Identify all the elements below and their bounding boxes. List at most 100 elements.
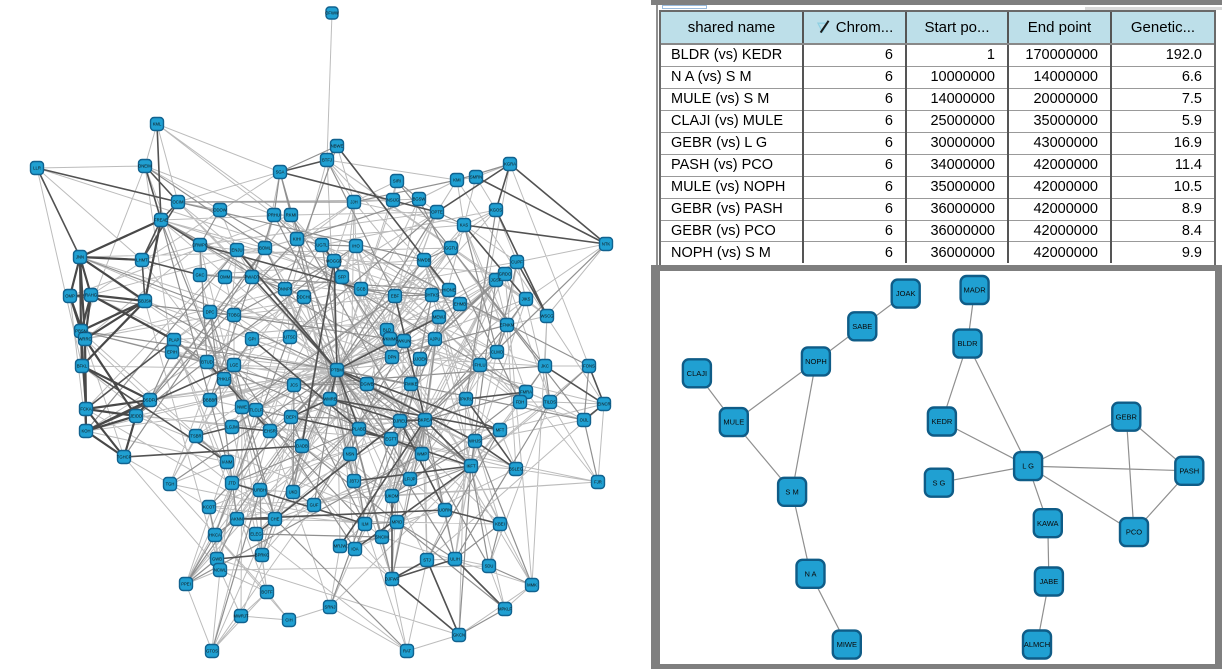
svg-text:KIHI: KIHI (293, 237, 301, 242)
svg-text:ODCHC: ODCHC (296, 295, 311, 300)
svg-text:OJREU: OJREU (393, 419, 407, 424)
svg-text:WSCG: WSCG (540, 314, 553, 319)
svg-text:MULE: MULE (723, 418, 744, 427)
svg-text:PBSN: PBSN (75, 329, 86, 334)
svg-text:GGTU: GGTU (445, 246, 457, 251)
svg-text:ODOW: ODOW (213, 208, 227, 213)
svg-text:JNN: JNN (76, 255, 84, 260)
svg-text:GEBR: GEBR (1116, 412, 1138, 421)
svg-text:WKMMC: WKMMC (382, 337, 399, 342)
svg-text:OMP: OMP (65, 294, 75, 299)
svg-text:CLAJI: CLAJI (687, 369, 707, 378)
svg-text:ALMCH: ALMCH (1024, 640, 1050, 649)
svg-text:KMI: KMI (453, 178, 460, 183)
svg-text:WMRB: WMRB (323, 397, 336, 402)
svg-text:NWE: NWE (237, 405, 247, 410)
svg-text:KAS: KAS (460, 223, 469, 228)
svg-text:JOAK: JOAK (896, 289, 916, 298)
svg-text:FREAE: FREAE (154, 218, 168, 223)
svg-text:BOML: BOML (259, 246, 272, 251)
svg-text:DPC: DPC (206, 310, 215, 315)
svg-text:JIKS: JIKS (522, 297, 531, 302)
svg-text:TSBR: TSBR (190, 434, 201, 439)
svg-text:N A: N A (804, 569, 816, 578)
svg-text:CHE: CHE (271, 517, 280, 522)
svg-text:TLCLF: TLCLF (250, 408, 263, 413)
svg-text:PHKLF: PHKLF (217, 377, 231, 382)
svg-text:NBWE: NBWE (331, 144, 344, 149)
svg-text:EBF: EBF (391, 294, 400, 299)
svg-text:URBH: URBH (254, 488, 266, 493)
svg-text:TILDS: TILDS (544, 400, 556, 405)
svg-text:FDH: FDH (516, 400, 525, 405)
svg-text:UGTL: UGTL (316, 243, 328, 248)
svg-text:FCKA: FCKA (80, 407, 91, 412)
svg-text:JPKRU: JPKRU (459, 397, 473, 402)
svg-text:WRRC: WRRC (78, 337, 91, 342)
svg-text:KGRA: KGRA (504, 162, 516, 167)
svg-text:FMIKE: FMIKE (405, 382, 418, 387)
svg-text:MWRJT: MWRJT (233, 614, 249, 619)
svg-text:MIWE: MIWE (837, 640, 857, 649)
svg-text:BSLEG: BSLEG (509, 467, 523, 472)
svg-text:PTBM: PTBM (331, 368, 343, 373)
svg-text:JGSF: JGSF (491, 278, 502, 283)
svg-text:PPEI: PPEI (181, 582, 191, 587)
svg-text:UJOEK: UJOEK (413, 357, 427, 362)
svg-text:OMM: OMM (220, 275, 231, 280)
svg-text:LLR: LLR (33, 166, 41, 171)
svg-text:GUF: GUF (310, 503, 319, 508)
svg-text:EFNKM: EFNKM (500, 323, 515, 328)
svg-text:GKCN: GKCN (453, 633, 465, 638)
svg-text:BLD: BLD (383, 328, 391, 333)
svg-text:S G: S G (932, 478, 945, 487)
svg-text:NWDB: NWDB (418, 258, 431, 263)
svg-text:LGE: LGE (230, 363, 239, 368)
svg-text:SDU: SDU (485, 564, 494, 569)
svg-text:WMP: WMP (417, 452, 427, 457)
svg-text:CRWPC: CRWPC (192, 243, 208, 248)
svg-text:PLABD: PLABD (352, 427, 366, 432)
svg-text:GWB: GWB (212, 557, 222, 562)
svg-text:UKD: UKD (289, 490, 298, 495)
svg-text:GCB: GCB (356, 287, 365, 292)
svg-text:KBEI: KBEI (495, 522, 505, 527)
svg-text:EGTT: EGTT (385, 437, 397, 442)
svg-text:FHLU: FHLU (475, 363, 486, 368)
svg-text:S M: S M (785, 487, 798, 496)
svg-text:BFKL: BFKL (77, 364, 88, 369)
svg-text:IHO: IHO (352, 244, 360, 249)
svg-text:SGA: SGA (276, 170, 285, 175)
svg-text:EINCR: EINCR (597, 402, 610, 407)
svg-text:KCOT: KCOT (203, 505, 215, 510)
svg-text:KAWA: KAWA (1037, 519, 1059, 528)
svg-text:MADR: MADR (964, 286, 987, 295)
svg-text:OFWW: OFWW (325, 11, 339, 16)
svg-text:PWADT: PWADT (245, 275, 260, 280)
svg-text:JJH: JJH (350, 200, 357, 205)
svg-text:BKPEA: BKPEA (418, 418, 432, 423)
svg-text:SRNJ: SRNJ (325, 605, 336, 610)
svg-text:DEPI: DEPI (286, 415, 296, 420)
svg-text:PASH: PASH (1179, 466, 1199, 475)
svg-text:EHMB: EHMB (454, 302, 466, 307)
svg-text:BTFJ: BTFJ (322, 158, 332, 163)
svg-text:KEDR: KEDR (931, 417, 952, 426)
svg-text:NSIJG: NSIJG (387, 198, 399, 203)
svg-text:ULIH: ULIH (450, 557, 460, 562)
svg-text:CLMO: CLMO (491, 350, 504, 355)
svg-text:FONS: FONS (583, 364, 595, 369)
svg-text:MMK: MMK (527, 583, 537, 588)
svg-text:BLDR: BLDR (957, 339, 978, 348)
svg-text:PCO: PCO (1126, 528, 1142, 537)
svg-text:SMRN: SMRN (470, 175, 482, 180)
svg-text:AKNN: AKNN (231, 517, 243, 522)
svg-text:IANM: IANM (222, 460, 233, 465)
svg-text:EPIH: EPIH (167, 350, 177, 355)
svg-text:LHMT: LHMT (136, 258, 148, 263)
svg-text:JCS: JCS (290, 383, 298, 388)
svg-text:L G: L G (1022, 462, 1034, 471)
svg-text:RAHG: RAHG (85, 293, 97, 298)
svg-text:WKUN: WKUN (398, 339, 411, 344)
svg-text:SIRI: SIRI (393, 179, 401, 184)
